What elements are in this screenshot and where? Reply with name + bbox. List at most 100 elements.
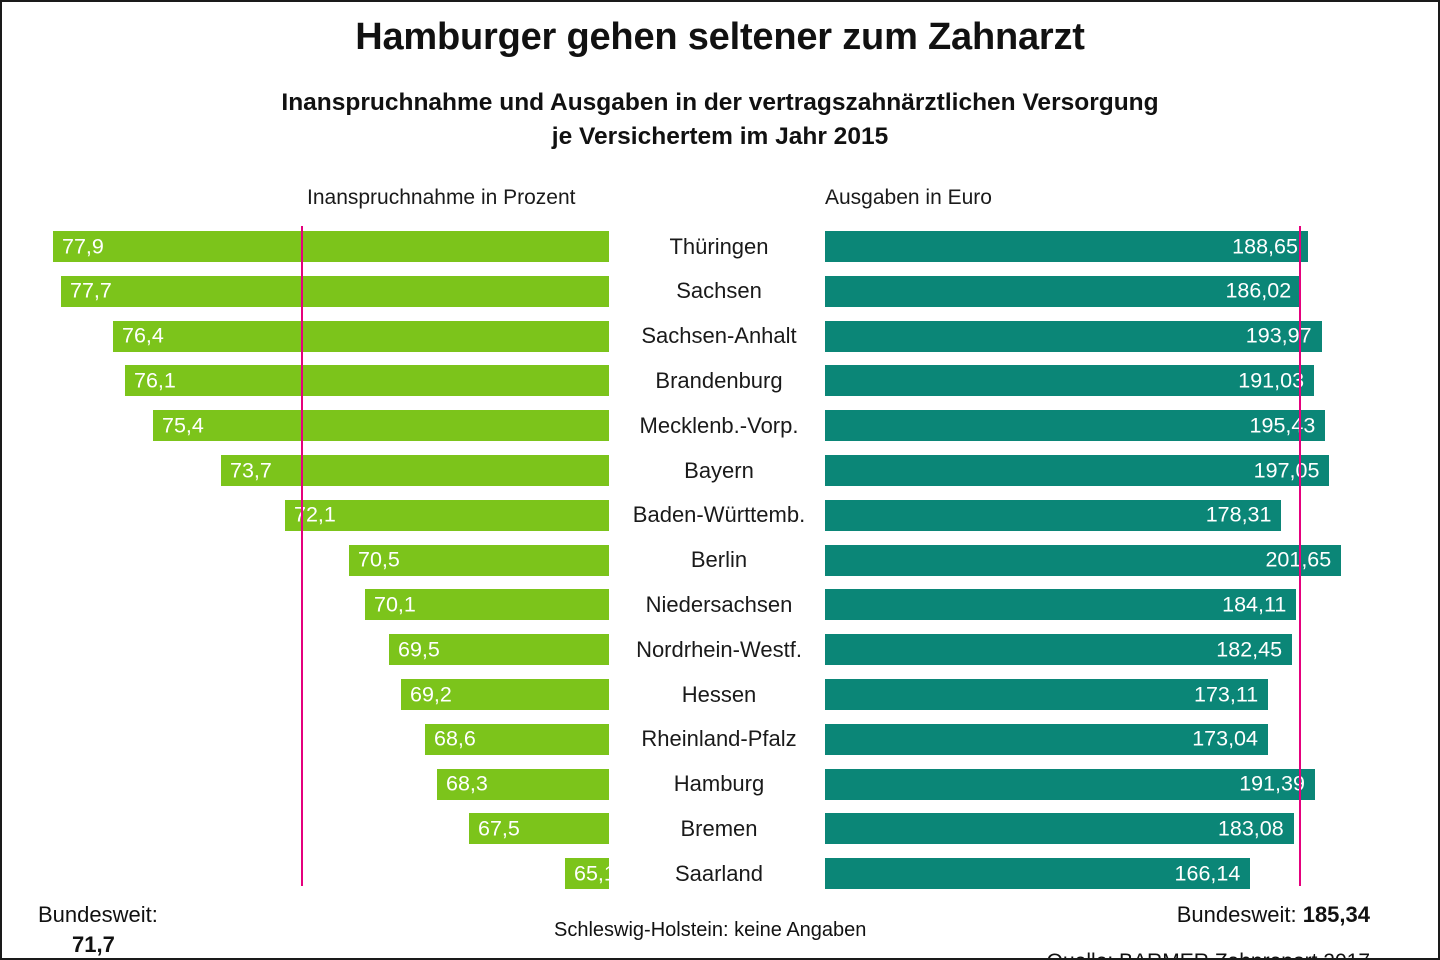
state-label: Thüringen <box>669 233 769 259</box>
state-label: Bayern <box>684 457 754 483</box>
bar-value-label: 65,1 <box>574 860 616 885</box>
bar-ausgaben: 197,05 <box>825 455 1330 486</box>
state-label: Saarland <box>674 860 764 886</box>
bar-value-label: 188,65 <box>1232 233 1298 258</box>
subtitle-line-1: Inanspruchnahme und Ausgaben in der vert… <box>281 89 1159 116</box>
page-title: Hamburger gehen seltener zum Zahnarzt <box>355 16 1085 58</box>
bar-ausgaben: 195,43 <box>825 410 1326 442</box>
bar-ausgaben: 191,39 <box>825 768 1315 800</box>
bar-ausgaben: 183,08 <box>825 813 1294 845</box>
bar-value-label: 73,7 <box>230 457 272 482</box>
bar-ausgaben: 201,65 <box>825 544 1342 576</box>
state-label: Bremen <box>680 815 758 841</box>
bar-ausgaben: 166,14 <box>825 858 1251 890</box>
bar-ausgaben: 178,31 <box>825 499 1282 531</box>
bar-value-label: 193,97 <box>1245 323 1312 348</box>
bar-inanspruchnahme: 72,1 <box>285 499 609 531</box>
bar-value-label: 76,1 <box>134 368 176 393</box>
bar-inanspruchnahme: 75,4 <box>153 410 609 442</box>
chart-row: 72,1 Baden-Württemb. 178,31 <box>2 493 1438 538</box>
state-label: Brandenburg <box>655 367 783 393</box>
bar-value-label: 184,11 <box>1222 592 1287 617</box>
bar-value-label: 76,4 <box>122 323 164 348</box>
bar-value-label: 173,11 <box>1193 681 1259 706</box>
chart-row: 70,1 Niedersachsen 184,11 <box>2 582 1438 627</box>
bar-value-label: 77,7 <box>70 278 112 303</box>
bar-inanspruchnahme: 67,5 <box>469 813 609 845</box>
bar-value-label: 183,08 <box>1217 816 1284 841</box>
bar-value-label: 201,65 <box>1265 547 1332 572</box>
bar-inanspruchnahme: 69,2 <box>401 679 609 710</box>
chart-row: 69,5 Nordrhein-Westf. 182,45 <box>2 627 1438 672</box>
bar-value-label: 191,39 <box>1239 771 1305 796</box>
column-header-left: Inanspruchnahme in Prozent <box>307 186 576 209</box>
bar-value-label: 77,9 <box>62 233 104 258</box>
state-label: Hamburg <box>673 771 765 797</box>
chart-row: 70,5 Berlin 201,65 <box>2 538 1438 583</box>
bar-value-label: 186,02 <box>1225 278 1292 303</box>
bar-inanspruchnahme: 69,5 <box>389 634 609 666</box>
bar-value-label: 182,45 <box>1216 636 1283 661</box>
chart-row: 75,4 Mecklenb.-Vorp. 195,43 <box>2 403 1438 448</box>
chart-row: 67,5 Bremen 183,08 <box>2 806 1438 851</box>
state-label: Mecklenb.-Vorp. <box>639 412 799 438</box>
bar-value-label: 70,1 <box>374 592 416 617</box>
state-label: Baden-Württemb. <box>632 502 806 528</box>
footnote-right-value: 185,34 <box>1302 902 1370 927</box>
bar-inanspruchnahme: 77,7 <box>61 275 609 307</box>
bar-inanspruchnahme: 77,9 <box>53 231 609 262</box>
state-label: Berlin <box>690 547 748 573</box>
chart-row: 76,4 Sachsen-Anhalt 193,97 <box>2 314 1438 359</box>
state-label: Hessen <box>681 681 757 707</box>
bar-value-label: 166,14 <box>1174 860 1241 885</box>
column-header-right: Ausgaben in Euro <box>825 186 992 209</box>
bar-value-label: 68,3 <box>446 771 488 796</box>
state-label: Nordrhein-Westf. <box>636 636 802 662</box>
chart-row: 68,6 Rheinland-Pfalz 173,04 <box>2 717 1438 762</box>
bar-value-label: 197,05 <box>1253 457 1320 482</box>
chart-row: 68,3 Hamburg 191,39 <box>2 762 1438 807</box>
bar-value-label: 67,5 <box>478 816 520 841</box>
state-label: Niedersachsen <box>645 591 793 617</box>
subtitle-line-2: je Versichertem im Jahr 2015 <box>551 123 889 150</box>
chart-row: 73,7 Bayern 197,05 <box>2 448 1438 493</box>
source-note: Quelle: BARMER Zahnreport 2017 <box>1047 950 1370 958</box>
chart-row: 76,1 Brandenburg 191,03 <box>2 358 1438 403</box>
bar-ausgaben: 188,65 <box>825 231 1308 262</box>
reference-line-left <box>301 226 303 886</box>
bar-inanspruchnahme: 70,5 <box>349 544 609 576</box>
bar-value-label: 69,2 <box>410 681 452 706</box>
bar-inanspruchnahme: 68,6 <box>425 723 609 755</box>
bar-value-label: 195,43 <box>1249 412 1316 437</box>
bar-value-label: 70,5 <box>358 547 400 572</box>
chart-row: 65,1 Saarland 166,14 <box>2 851 1438 896</box>
bar-inanspruchnahme: 65,1 <box>565 858 616 890</box>
reference-line-right <box>1299 226 1302 886</box>
bar-value-label: 72,1 <box>294 502 336 527</box>
bar-ausgaben: 184,11 <box>825 589 1297 621</box>
state-label: Sachsen-Anhalt <box>641 323 797 349</box>
bar-value-label: 178,31 <box>1205 502 1272 527</box>
state-label: Rheinland-Pfalz <box>641 726 797 752</box>
bar-inanspruchnahme: 68,3 <box>437 768 609 800</box>
bar-value-label: 68,6 <box>434 726 476 751</box>
footnote-left-value: 71,7 <box>72 932 115 957</box>
bar-value-label: 69,5 <box>398 636 440 661</box>
footnote-left-label: Bundesweit: <box>38 902 158 927</box>
bar-ausgaben: 182,45 <box>825 634 1293 666</box>
page-subtitle: Inanspruchnahme und Ausgaben in der vert… <box>2 86 1438 154</box>
footnote-national-right: Bundesweit: 185,34 <box>1177 902 1370 928</box>
bar-ausgaben: 173,11 <box>825 679 1269 710</box>
footnote-national-left: Bundesweit: 71,7 <box>38 900 158 958</box>
bar-ausgaben: 186,02 <box>825 275 1302 307</box>
bar-value-label: 75,4 <box>162 412 204 437</box>
bar-inanspruchnahme: 70,1 <box>365 589 609 621</box>
chart-row: 69,2 Hessen 173,11 <box>2 672 1438 717</box>
bar-ausgaben: 193,97 <box>825 320 1322 352</box>
bar-ausgaben: 173,04 <box>825 723 1268 755</box>
chart-row: 77,7 Sachsen 186,02 <box>2 269 1438 314</box>
bar-inanspruchnahme: 73,7 <box>221 455 609 486</box>
bar-ausgaben: 191,03 <box>825 365 1315 397</box>
